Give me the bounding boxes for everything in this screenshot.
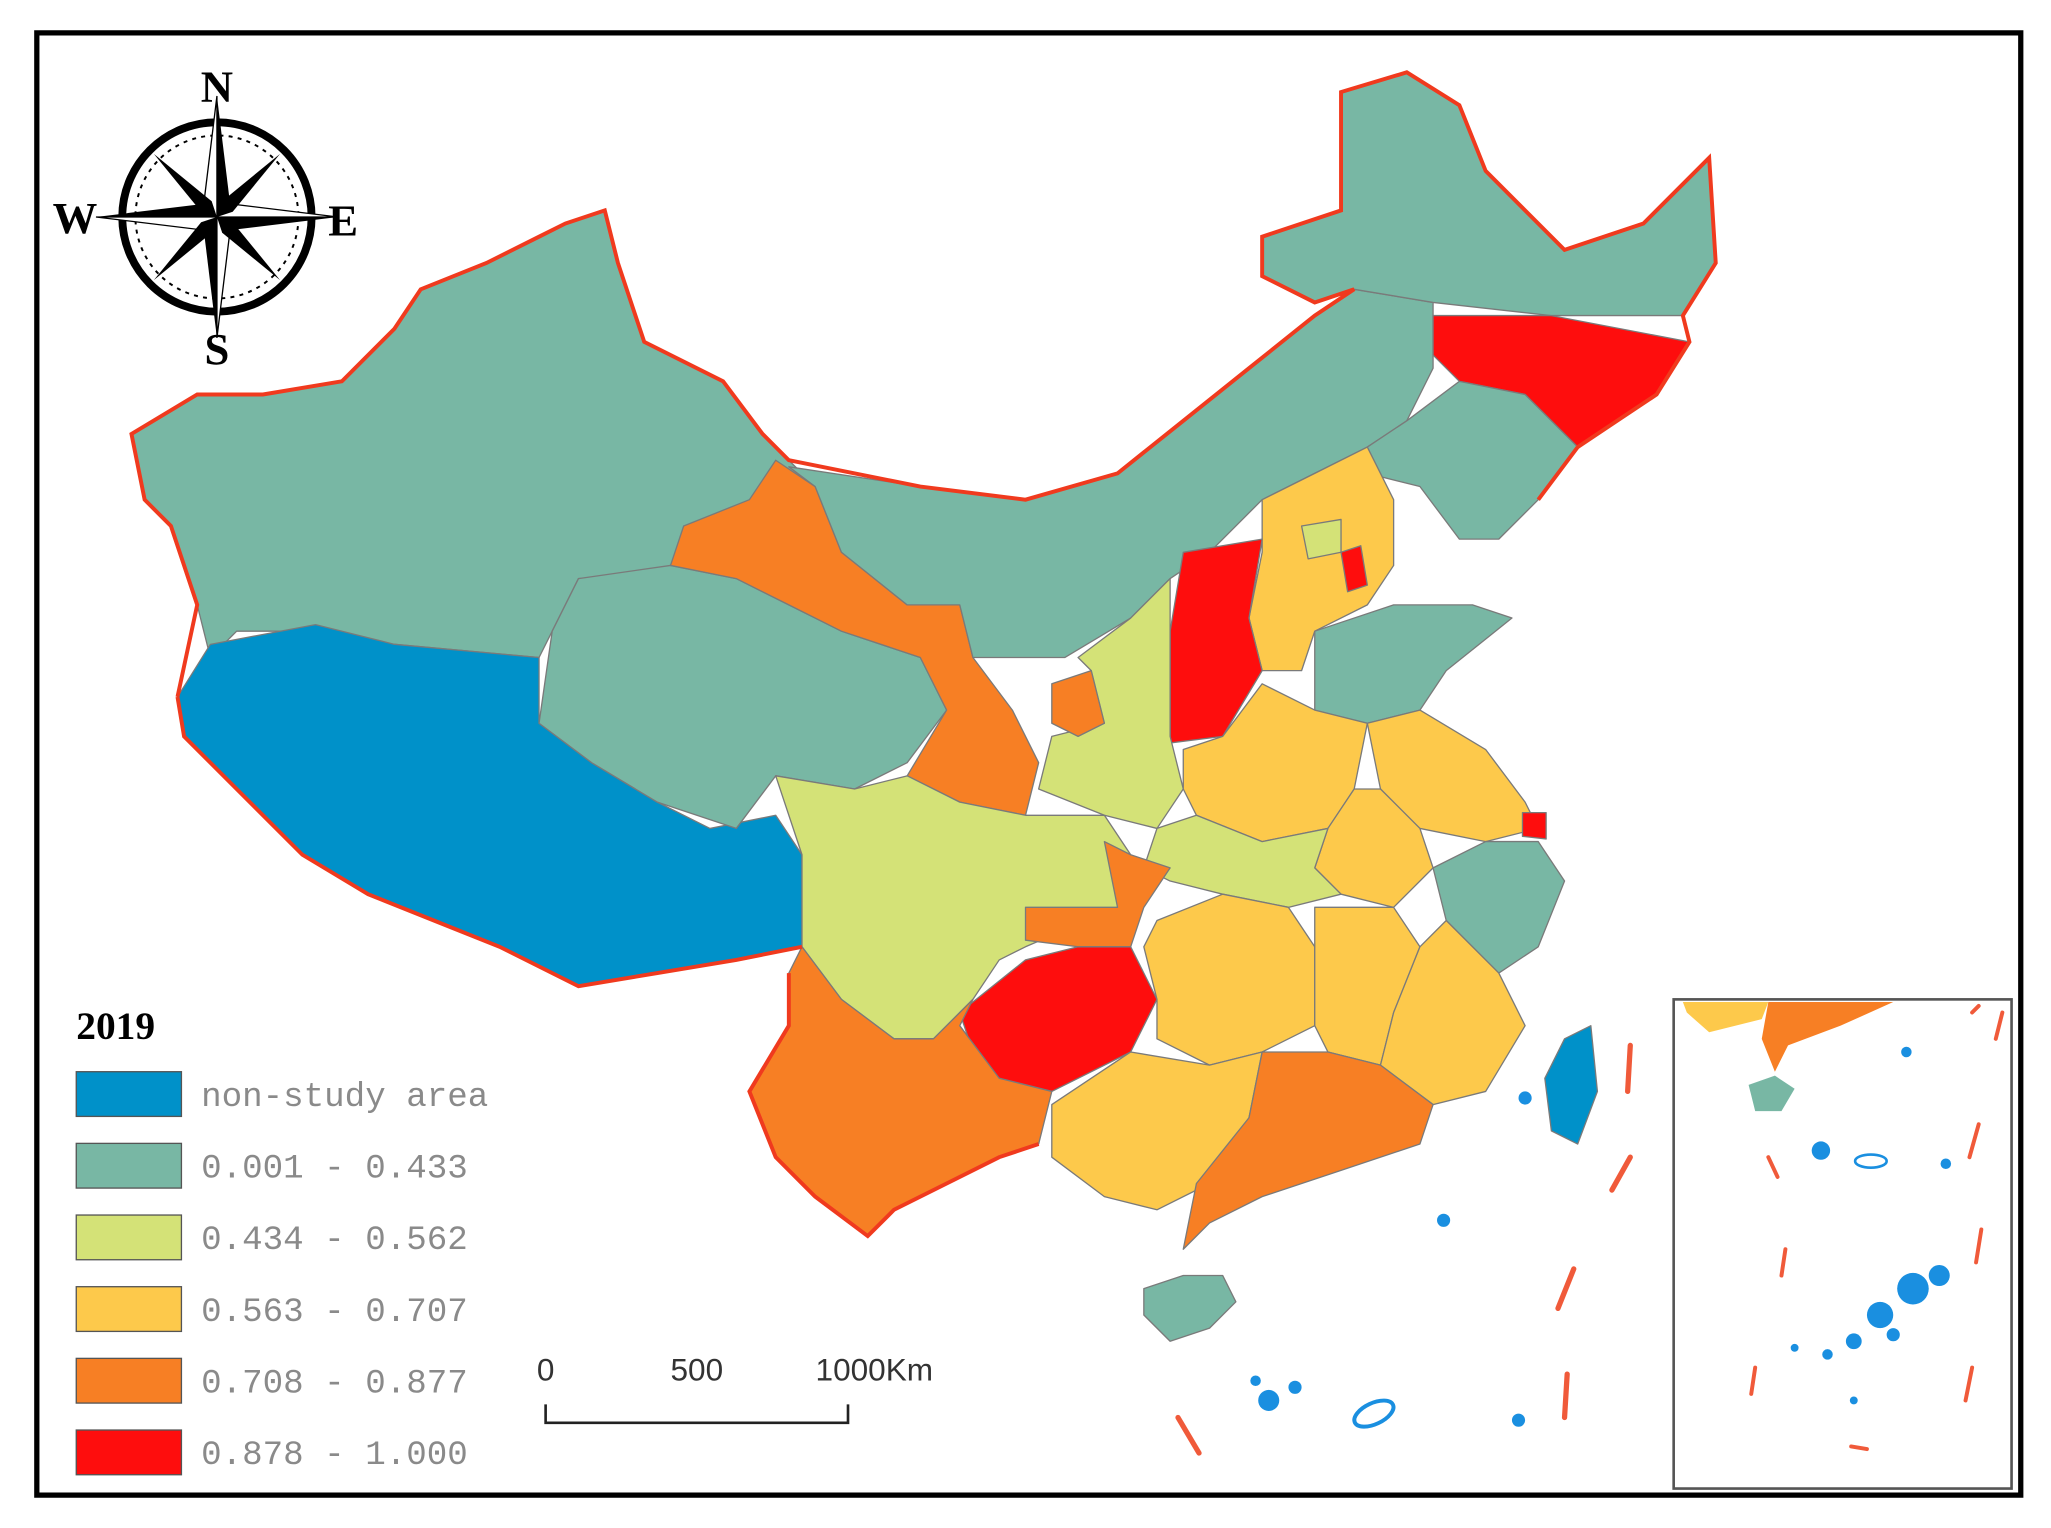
dash [1970, 1003, 1981, 1015]
dash [1609, 1154, 1633, 1193]
dash [1963, 1365, 1975, 1403]
national-border [175, 696, 803, 989]
inset-land [1761, 1002, 1894, 1072]
compass-south: S [205, 324, 230, 374]
dash [1993, 1010, 2005, 1041]
legend-label: 0.708 - 0.877 [201, 1366, 468, 1404]
island [1928, 1265, 1950, 1287]
island [1866, 1301, 1894, 1329]
legend-label: 0.878 - 1.000 [201, 1437, 468, 1475]
scale-line [544, 1404, 850, 1425]
legend-swatch [75, 1142, 183, 1189]
province [1143, 1274, 1237, 1342]
province [1544, 1025, 1599, 1145]
compass-point [153, 216, 217, 281]
inset-land [1682, 1002, 1769, 1033]
island [1940, 1158, 1952, 1170]
legend-title: 2019 [76, 1004, 155, 1048]
inset-frame [1672, 998, 2013, 1490]
island [1822, 1349, 1833, 1360]
island [1897, 1272, 1929, 1305]
legend-swatch [75, 1214, 183, 1261]
legend-swatch [75, 1429, 183, 1476]
legend-swatch [75, 1286, 183, 1333]
dash [1766, 1155, 1780, 1179]
island [1811, 1141, 1831, 1160]
dash [1974, 1227, 1984, 1265]
island [1518, 1091, 1532, 1105]
compass: N S W E [53, 61, 358, 374]
dash [1561, 1371, 1570, 1421]
nine-dash-line [1175, 1042, 1633, 1456]
compass-point [216, 153, 281, 217]
province [1521, 811, 1547, 840]
inset-land [1748, 1075, 1795, 1112]
dash [1849, 1444, 1869, 1452]
dash [1175, 1414, 1202, 1456]
island [1901, 1046, 1912, 1058]
island [1886, 1328, 1900, 1342]
dash [1555, 1266, 1577, 1312]
provinces [130, 71, 1717, 1342]
compass-west: W [53, 193, 98, 243]
compass-north: N [201, 61, 233, 111]
inset-dashes [1749, 1003, 2005, 1452]
scale-label: 1000Km [816, 1352, 933, 1388]
island [1258, 1389, 1280, 1411]
province [669, 459, 1040, 816]
legend-label: 0.001 - 0.433 [201, 1151, 468, 1189]
legend-swatch [75, 1071, 183, 1118]
island [1352, 1398, 1396, 1429]
national-border [747, 973, 1040, 1239]
province [1182, 1051, 1434, 1250]
island [1511, 1413, 1526, 1427]
national-border [129, 70, 1718, 698]
compass-point [216, 216, 338, 231]
legend-swatch [75, 1357, 183, 1404]
compass-point [153, 153, 217, 217]
island [1437, 1213, 1451, 1227]
island [1790, 1343, 1799, 1352]
south-china-sea [1250, 1091, 1532, 1429]
legend-label: non-study area [201, 1079, 488, 1117]
inset-map [1672, 998, 2013, 1490]
island [1288, 1380, 1302, 1394]
scale-label: 500 [670, 1352, 723, 1388]
compass-point [95, 203, 217, 217]
dash [1967, 1122, 1981, 1160]
island [1849, 1396, 1858, 1405]
compass-point [216, 95, 231, 217]
province [1300, 518, 1342, 560]
province [1379, 919, 1526, 1106]
legend: 2019 non-study area 0.001 - 0.433 0.434 - … [75, 1004, 488, 1476]
compass-point [203, 216, 217, 338]
province [1340, 545, 1368, 593]
legend-label: 0.434 - 0.562 [201, 1222, 468, 1260]
compass-point [216, 216, 281, 281]
legend-label: 0.563 - 0.707 [201, 1294, 468, 1332]
inset-islands [1790, 1046, 1952, 1405]
dash [1779, 1247, 1788, 1278]
island [1845, 1333, 1862, 1350]
province [1051, 669, 1106, 738]
dash [1749, 1365, 1758, 1396]
compass-east: E [328, 195, 358, 245]
scale-bar: 0 500 1000Km [537, 1352, 933, 1425]
island [1250, 1375, 1261, 1386]
dash [1625, 1042, 1633, 1095]
map-frame [34, 30, 2024, 1498]
scale-label: 0 [537, 1352, 555, 1388]
island [1853, 1153, 1888, 1170]
